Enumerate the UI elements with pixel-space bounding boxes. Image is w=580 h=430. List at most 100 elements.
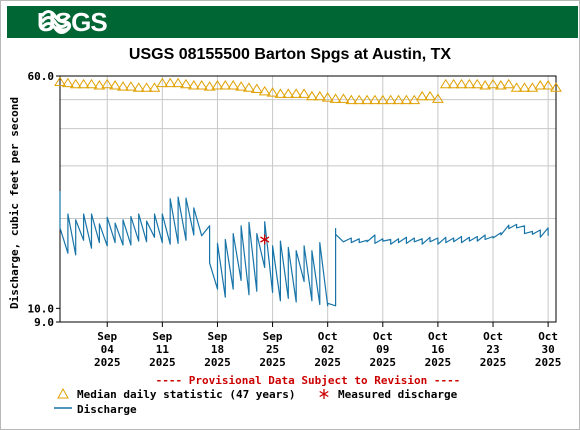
legend: Median daily statistic (47 years) Measure…	[54, 387, 458, 416]
x-tick-label: Sep	[208, 330, 228, 343]
x-tick-label: Oct	[538, 330, 558, 343]
legend-median-icon	[57, 387, 69, 399]
median-marker	[109, 80, 122, 90]
x-tick-label: 2025	[149, 356, 176, 369]
median-marker	[140, 82, 153, 92]
legend-measured-label: Measured discharge	[338, 388, 458, 401]
median-marker	[432, 93, 444, 103]
median-marker	[250, 83, 263, 93]
chart-title: USGS 08155500 Barton Spgs at Austin, TX	[129, 46, 452, 63]
x-tick-label: Oct	[318, 330, 338, 343]
median-marker	[172, 77, 184, 88]
median-marker	[132, 82, 145, 92]
median-marker	[124, 81, 137, 91]
x-tick-label: 30	[542, 343, 555, 356]
median-marker	[306, 90, 318, 101]
median-marker	[195, 80, 208, 90]
plot-background	[60, 76, 556, 322]
x-tick-label: 2025	[535, 356, 562, 369]
median-marker	[235, 81, 247, 91]
median-marker	[148, 82, 161, 92]
median-marker	[180, 78, 192, 89]
median-marker	[416, 90, 429, 101]
median-marker	[494, 80, 507, 90]
median-marker	[219, 80, 232, 90]
legend-median-label: Median daily statistic (47 years)	[77, 388, 296, 401]
x-tick-label: Sep	[97, 330, 117, 343]
median-marker	[400, 94, 413, 105]
x-tick-label: 2025	[480, 356, 507, 369]
median-marker	[282, 88, 295, 98]
median-marker	[384, 94, 397, 105]
x-tick-label: 18	[211, 343, 224, 356]
median-marker	[85, 78, 98, 89]
measured-discharge-marker	[260, 234, 270, 245]
median-marker	[392, 94, 405, 105]
x-tick-label: Oct	[483, 330, 503, 343]
x-tick-label: Oct	[373, 330, 393, 343]
x-tick-label: 2025	[94, 356, 121, 369]
median-marker	[77, 78, 90, 89]
median-marker	[369, 94, 381, 105]
median-marker	[502, 78, 515, 89]
x-tick-label: 09	[376, 343, 389, 356]
x-tick-label: 04	[101, 343, 115, 356]
median-marker	[518, 82, 531, 92]
median-marker	[117, 81, 129, 91]
median-marker	[243, 82, 255, 92]
plot-area: 9.010.060.0Sep042025Sep112025Sep182025Se…	[28, 70, 562, 369]
x-tick-label: Sep	[152, 330, 172, 343]
x-tick-label: 2025	[204, 356, 231, 369]
median-marker	[337, 93, 350, 103]
legend-discharge-label: Discharge	[77, 403, 137, 416]
legend-measured-icon	[319, 389, 329, 399]
median-marker	[542, 80, 555, 90]
median-marker	[54, 76, 66, 87]
x-tick-label: 02	[321, 343, 334, 356]
median-marker	[455, 78, 468, 89]
median-marker	[447, 78, 460, 89]
median-marker	[550, 82, 562, 92]
x-tick-label: 2025	[425, 356, 452, 369]
median-marker	[534, 80, 547, 90]
discharge-line	[59, 191, 549, 307]
median-marker	[361, 94, 373, 105]
x-tick-label: 23	[486, 343, 499, 356]
median-marker	[298, 88, 310, 98]
x-tick-label: 2025	[259, 356, 286, 369]
median-marker	[345, 94, 358, 105]
median-marker	[463, 78, 476, 89]
median-marker	[156, 77, 169, 88]
median-marker	[487, 78, 499, 89]
median-marker	[164, 77, 177, 88]
usgs-banner: USGS	[7, 6, 578, 38]
median-marker	[479, 80, 492, 90]
median-marker	[424, 90, 436, 101]
logo-text: USGS	[37, 7, 108, 37]
median-marker	[526, 82, 539, 92]
median-marker	[376, 94, 389, 105]
x-tick-label: 25	[266, 343, 279, 356]
median-marker	[313, 90, 326, 101]
median-marker	[471, 78, 484, 89]
x-tick-label: 2025	[370, 356, 397, 369]
median-marker	[266, 87, 279, 97]
median-marker	[211, 80, 224, 90]
x-tick-label: 16	[431, 343, 445, 356]
median-marker	[69, 78, 82, 89]
median-marker	[321, 92, 334, 102]
median-marker	[93, 80, 106, 90]
median-marker	[61, 77, 74, 88]
median-marker	[227, 80, 240, 90]
median-marker	[290, 88, 303, 98]
y-tick-label: 10.0	[28, 302, 55, 315]
usgs-logo-icon	[40, 10, 71, 34]
median-marker	[258, 85, 271, 96]
y-tick-label: 60.0	[28, 70, 55, 83]
median-marker	[439, 78, 452, 89]
y-tick-label: 9.0	[34, 316, 54, 329]
median-marker	[329, 93, 342, 103]
y-axis-label: Discharge, cubic feet per second	[8, 97, 21, 309]
median-marker	[187, 80, 200, 90]
